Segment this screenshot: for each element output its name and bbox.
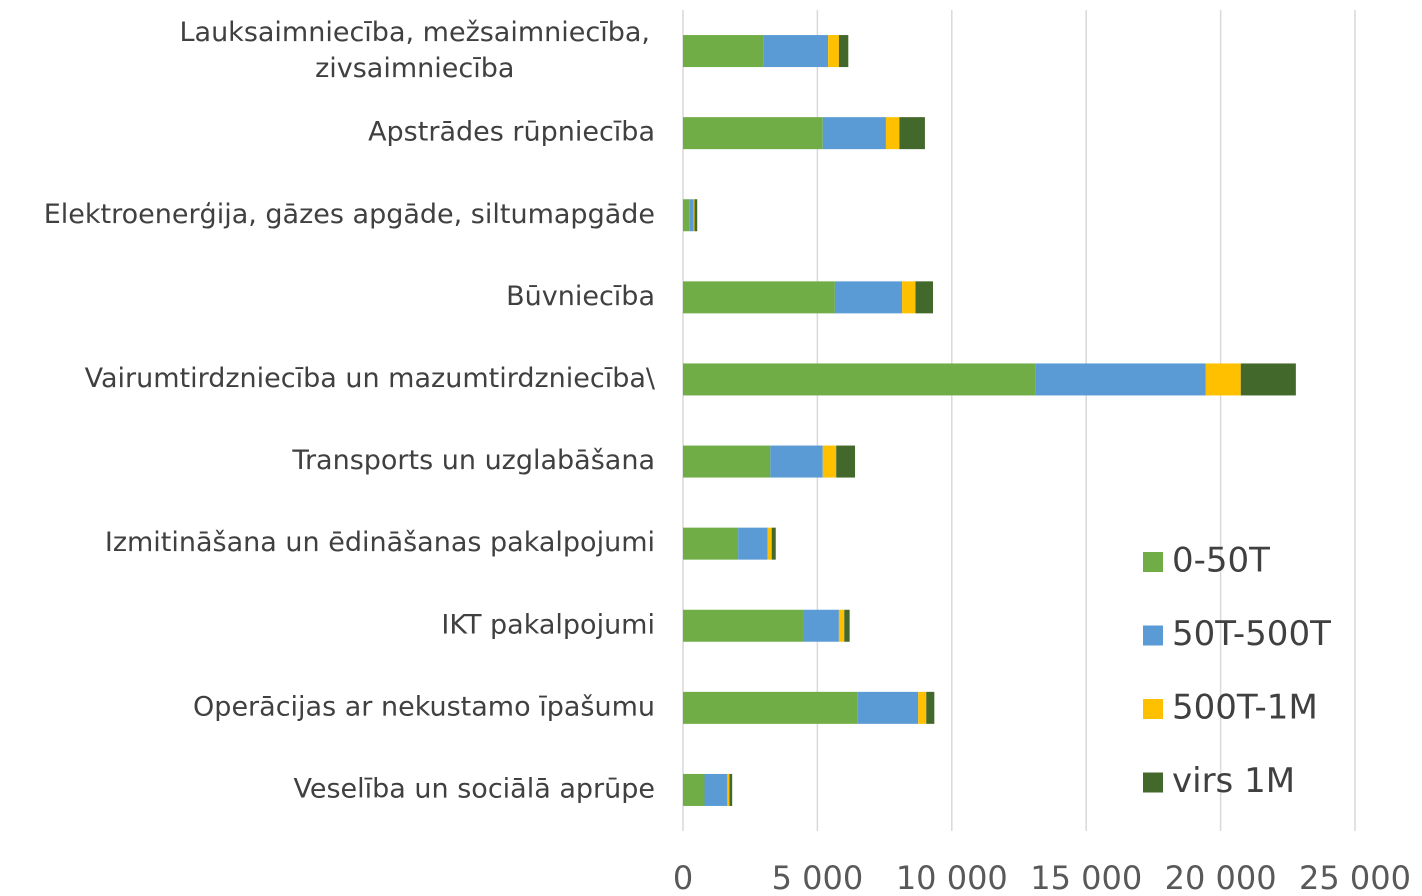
legend-swatch — [1143, 699, 1163, 719]
x-tick-label: 5 000 — [772, 859, 864, 896]
bar-segment — [834, 281, 903, 314]
bar-segment — [1240, 363, 1296, 396]
bar-segment — [838, 609, 845, 642]
bar-segment — [828, 35, 839, 68]
bar-segment — [885, 117, 900, 150]
bar-segment — [683, 691, 858, 724]
y-tick-label: Lauksaimniecība, mežsaimniecība, zivsaimn… — [179, 17, 650, 84]
bar-segment — [683, 35, 764, 68]
bar-segment — [857, 691, 919, 724]
bar-segment — [836, 445, 856, 478]
bar-segment — [683, 773, 705, 806]
bar-segment — [729, 773, 733, 806]
bar-segment — [704, 773, 728, 806]
x-tick-label: 15 000 — [1030, 859, 1142, 896]
bar-segment — [803, 609, 839, 642]
bar-segment — [683, 117, 823, 150]
bar-segment — [767, 527, 772, 560]
x-tick-label: 20 000 — [1165, 859, 1277, 896]
bar-segment — [902, 281, 916, 314]
y-tick-label: Apstrādes rūpniecība — [368, 117, 655, 148]
y-tick-label: Būvniecība — [506, 281, 655, 312]
bar-segment — [915, 281, 933, 314]
bar-segment — [683, 609, 804, 642]
bar-segment — [771, 527, 776, 560]
legend-label: 500T-1M — [1172, 688, 1318, 728]
legend-label: 50T-500T — [1172, 614, 1331, 654]
bar-segment — [683, 445, 771, 478]
x-tick-label: 0 — [673, 859, 693, 896]
y-tick-label: Vairumtirdzniecība un mazumtirdzniecība\ — [85, 363, 656, 394]
y-tick-label: Operācijas ar nekustamo īpašumu — [193, 691, 655, 722]
label-line: Lauksaimniecība, mežsaimniecība, — [179, 17, 650, 48]
legend-label: virs 1M — [1172, 761, 1295, 801]
y-tick-label: Veselība un sociālā aprūpe — [294, 773, 656, 804]
y-tick-label: Izmitināšana un ēdināšanas pakalpojumi — [105, 527, 655, 558]
bar-segment — [899, 117, 925, 150]
y-tick-label: IKT pakalpojumi — [441, 609, 655, 640]
bar-segment — [838, 35, 849, 68]
bar-segment — [693, 199, 695, 232]
bar-segment — [738, 527, 768, 560]
bar-segment — [770, 445, 823, 478]
x-tick-label: 25 000 — [1299, 859, 1411, 896]
bar-segment — [1035, 363, 1206, 396]
bar-segment — [694, 199, 698, 232]
bar-segment — [683, 199, 690, 232]
bar-segment — [822, 117, 886, 150]
bar-segment — [689, 199, 694, 232]
x-tick-label: 10 000 — [896, 859, 1008, 896]
legend-swatch — [1143, 772, 1163, 793]
bar-segment — [918, 691, 927, 724]
legend-swatch — [1143, 625, 1163, 646]
bar-segment — [763, 35, 829, 68]
legend-label: 0-50T — [1172, 541, 1270, 581]
bar-segment — [683, 281, 835, 314]
y-tick-label: Elektroenerģija, gāzes apgāde, siltumapg… — [44, 199, 655, 230]
bar-segment — [926, 691, 935, 724]
bar-segment — [727, 773, 730, 806]
legend-swatch — [1143, 552, 1163, 572]
bar-segment — [822, 445, 837, 478]
y-tick-label: Transports un uzglabāšana — [291, 445, 655, 476]
bar-segment — [844, 609, 850, 642]
bar-segment — [1205, 363, 1241, 396]
bar-segment — [683, 527, 739, 560]
label-line: zivsaimniecība — [315, 53, 514, 84]
bar-segment — [683, 363, 1036, 396]
